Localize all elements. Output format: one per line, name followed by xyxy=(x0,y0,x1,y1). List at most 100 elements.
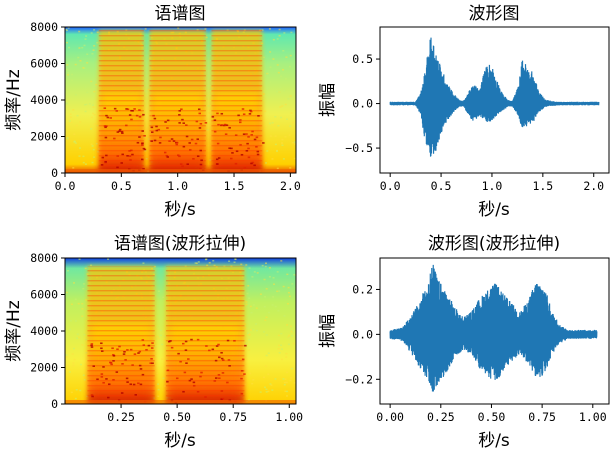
spectrogram-noise xyxy=(290,31,293,34)
x-tick-label: 0.75 xyxy=(219,410,247,424)
spectrogram-noise xyxy=(97,151,100,153)
spectrogram-noise xyxy=(274,378,277,380)
spectrogram-noise xyxy=(82,161,85,164)
spectrogram-noise xyxy=(247,285,250,287)
spectrogram-hot-spot xyxy=(256,153,260,156)
spectrogram-noise xyxy=(281,358,284,361)
spectrogram-hot-spot xyxy=(249,110,253,113)
spectrogram-noise xyxy=(233,261,236,264)
spectrogram-noise xyxy=(291,283,294,285)
spectrogram-noise xyxy=(294,376,296,378)
spectrogram-noise xyxy=(266,72,269,75)
spectrogram-noise xyxy=(270,384,273,386)
spectrogram-hot-spot xyxy=(178,110,181,112)
y-tick-label: 0.0 xyxy=(352,327,373,341)
spectrogram-noise xyxy=(144,90,147,92)
spectrogram-hot-spot xyxy=(262,142,265,144)
spectrogram-noise xyxy=(162,296,165,299)
spectrogram-noise xyxy=(67,74,70,76)
spectrogram-hot-spot xyxy=(188,142,191,144)
spectrogram-noise xyxy=(284,103,287,106)
spectrogram-noise xyxy=(263,305,266,308)
spectrogram-noise xyxy=(77,56,80,59)
spectrogram-hot-spot xyxy=(255,136,259,139)
spectrogram-noise xyxy=(284,135,287,138)
x-tick-label: 0.50 xyxy=(163,410,191,424)
spectrogram-hot-spot xyxy=(170,138,174,140)
spectrogram-hot-spot xyxy=(237,114,240,117)
spectrogram-hot-spot xyxy=(247,147,250,150)
spectrogram-hot-spot xyxy=(134,394,137,396)
spectrogram-noise xyxy=(280,142,283,144)
spectrogram-hot-spot xyxy=(181,118,184,121)
spectrogram-noise xyxy=(70,303,73,306)
spectrogram-noise xyxy=(206,129,209,131)
spectrogram-hot-spot xyxy=(155,129,159,132)
spectrogram-noise xyxy=(212,259,215,262)
y-tick-label: −0.2 xyxy=(345,372,373,386)
spectrogram-noise xyxy=(273,124,276,126)
stretched-waveform-panel: 0.00 0.25 0.50 0.75 1.00 −0.2 0.0 0.2 波形图(波形拉伸)… xyxy=(318,234,610,451)
spectrogram-hot-spot xyxy=(102,366,105,368)
spectrogram-hot-spot xyxy=(109,361,112,364)
spectrogram-harmonics xyxy=(149,30,206,173)
spectrogram-noise xyxy=(265,125,268,128)
spectrogram-noise xyxy=(83,103,86,106)
spectrogram-noise xyxy=(209,84,212,86)
spectrogram-hot-spot xyxy=(185,362,188,364)
spectrogram-noise xyxy=(268,311,271,314)
spectrogram-noise xyxy=(84,163,87,165)
spectrogram-noise xyxy=(293,157,296,160)
spectrogram-noise xyxy=(251,276,254,278)
spectrogram-hot-spot xyxy=(96,378,99,381)
spectrogram-noise xyxy=(161,358,164,360)
spectrogram-noise xyxy=(276,150,279,152)
spectrogram-noise xyxy=(261,264,264,267)
spectrogram-noise xyxy=(278,28,281,31)
spectrogram-harmonics xyxy=(87,266,155,404)
spectrogram-noise xyxy=(253,271,256,273)
spectrogram-noise xyxy=(285,56,288,58)
spectrogram-noise xyxy=(95,83,98,86)
spectrogram-noise xyxy=(66,64,69,66)
spectrogram-harmonics xyxy=(165,266,245,404)
stretched-spectrogram-xlabel: 秒/s xyxy=(164,431,196,451)
spectrogram-noise xyxy=(65,28,68,31)
spectrogram-noise xyxy=(271,304,274,306)
spectrogram-hot-spot xyxy=(247,156,251,159)
spectrogram-noise xyxy=(69,320,72,322)
spectrogram-noise xyxy=(262,93,265,95)
spectrogram-hot-spot xyxy=(239,144,242,146)
spectrogram-noise xyxy=(264,365,267,367)
spectrogram-hot-spot xyxy=(169,340,172,342)
spectrogram-noise xyxy=(288,334,291,337)
spectrogram-hot-spot xyxy=(139,368,143,370)
spectrogram-hot-spot xyxy=(137,382,140,385)
spectrogram-noise xyxy=(290,334,293,337)
spectrogram-hot-spot xyxy=(116,348,119,351)
spectrogram-hot-spot xyxy=(199,122,203,125)
spectrogram-noise xyxy=(90,116,93,119)
spectrogram-hot-spot xyxy=(213,130,217,133)
spectrogram-hot-spot xyxy=(240,377,243,380)
spectrogram-hot-spot xyxy=(133,108,136,110)
spectrogram-noise xyxy=(289,95,292,97)
x-tick-label: 2.0 xyxy=(583,179,604,193)
spectrogram-hot-spot xyxy=(223,124,226,127)
spectrogram-noise xyxy=(286,118,289,120)
spectrogram-noise xyxy=(75,124,78,127)
spectrogram-noise xyxy=(286,273,289,276)
spectrogram-noise xyxy=(194,262,197,264)
spectrogram-noise xyxy=(274,305,277,308)
spectrogram-noise xyxy=(96,41,99,44)
spectrogram-hot-spot xyxy=(239,119,242,121)
spectrogram-noise xyxy=(65,102,68,104)
spectrogram-noise xyxy=(276,290,279,293)
x-tick-label: 0.5 xyxy=(431,179,452,193)
spectrogram-noise xyxy=(280,344,283,346)
spectrogram-title: 语谱图 xyxy=(155,4,206,24)
spectrogram-noise xyxy=(243,323,246,325)
spectrogram-noise xyxy=(82,67,85,69)
spectrogram-noise xyxy=(246,292,249,295)
spectrogram-noise xyxy=(144,149,147,152)
